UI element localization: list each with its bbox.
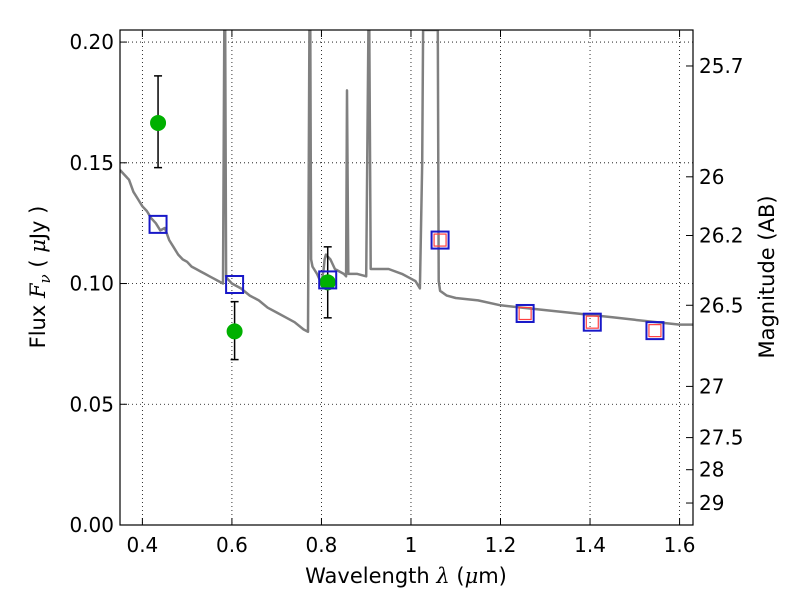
mag-tick-label: 25.7 <box>699 54 744 78</box>
model-photometry-inner-square <box>518 306 532 321</box>
mag-tick-label: 26.2 <box>699 223 744 247</box>
observed-point <box>226 323 243 340</box>
model-photometry-square <box>318 270 338 290</box>
y-tick-label: 0.20 <box>69 30 114 54</box>
y-tick-label: 0.05 <box>69 392 114 416</box>
x-tick-label: 1.2 <box>485 533 517 557</box>
model-photometry-inner-square <box>648 324 662 338</box>
mag-tick-label: 29 <box>699 491 724 515</box>
model-photometry-square <box>148 214 168 234</box>
model-photometry-square <box>582 312 602 332</box>
x-tick-label: 0.6 <box>216 533 248 557</box>
grid <box>120 30 693 526</box>
mag-tick-label: 27 <box>699 374 724 398</box>
x-tick-label: 1.4 <box>574 533 606 557</box>
y-tick-label: 0.10 <box>69 272 114 296</box>
x-tick-label: 1 <box>405 533 418 557</box>
ticks: 0.4 0.6 0.8 1 1.2 1.4 1.6 0.00 0.05 0.10 0.15 0.20 2… <box>69 30 744 557</box>
y-tick-label: 0.00 <box>69 513 114 537</box>
x-tick-label: 0.8 <box>306 533 338 557</box>
model-photometry-square <box>225 275 245 295</box>
model-photometry-inner-square <box>433 233 447 247</box>
x-tick-label: 1.6 <box>664 533 696 557</box>
mag-tick-label: 28 <box>699 458 724 482</box>
observed-point <box>150 114 167 131</box>
plot-area <box>120 30 693 361</box>
y2-axis-label: Magnitude (AB) <box>755 195 779 358</box>
y-tick-label: 0.15 <box>69 151 114 175</box>
mag-tick-label: 26.5 <box>699 293 744 317</box>
model-photometry-inner-square <box>585 315 599 329</box>
model-photometry-square <box>645 321 665 341</box>
mag-tick-label: 26 <box>699 165 724 189</box>
x-axis-label: Wavelength λ (μm) <box>305 564 507 588</box>
model-sed-line <box>120 30 693 334</box>
plot-frame <box>119 29 694 526</box>
mag-tick-label: 27.5 <box>699 426 744 450</box>
model-photometry-square <box>515 303 535 323</box>
x-tick-label: 0.4 <box>126 533 158 557</box>
model-photometry-square <box>430 230 450 250</box>
y-axis-label: Flux Fν ( μJy ) <box>26 206 54 349</box>
